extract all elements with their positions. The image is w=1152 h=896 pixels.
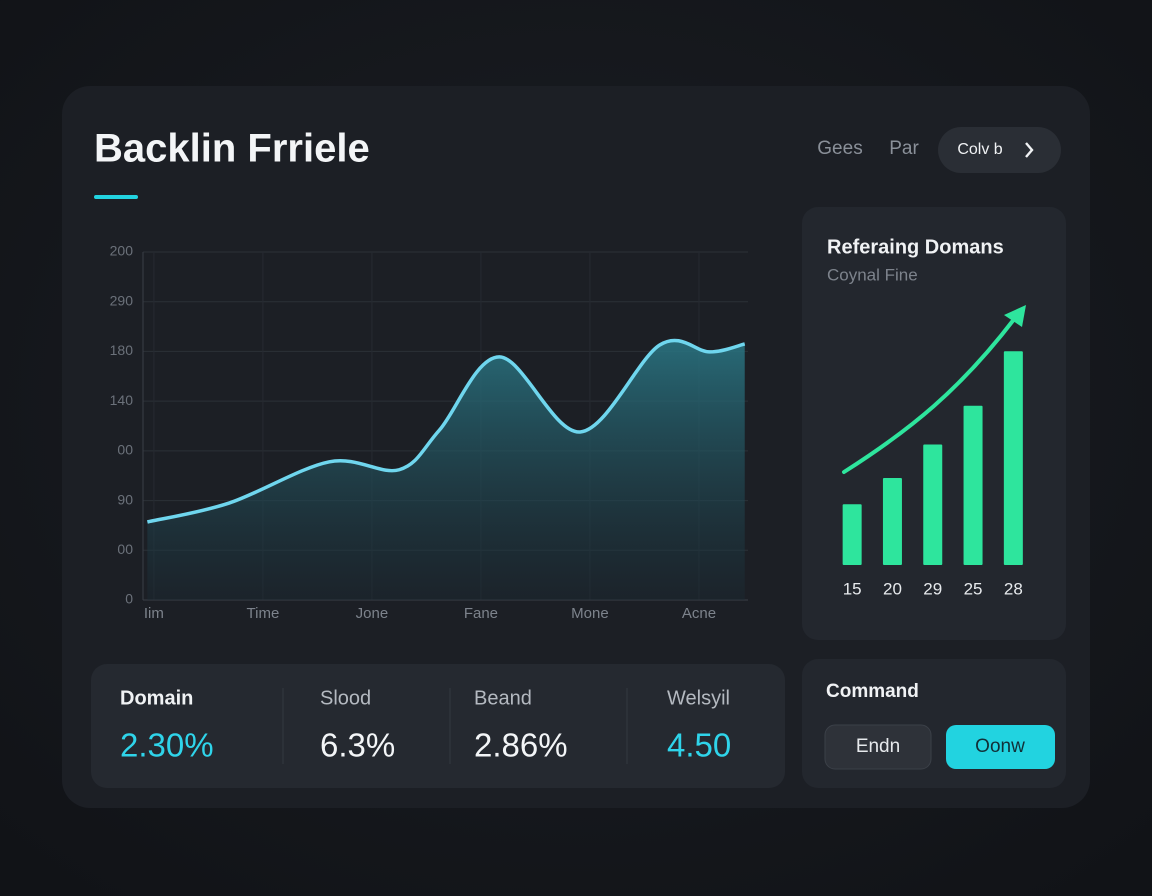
- side-card: [802, 207, 1066, 640]
- button-bg: [824, 724, 932, 770]
- stat-label: Domain: [120, 687, 193, 709]
- button-bg: [938, 127, 1061, 173]
- stat-value: 4.50: [667, 727, 731, 764]
- line: [146, 338, 746, 524]
- stat-label: Beand: [474, 687, 532, 709]
- side-chart-title: Referaing Domans: [827, 236, 1004, 258]
- title-underline: [94, 195, 138, 199]
- x-tick-label: Acne: [682, 605, 716, 622]
- bar: [842, 504, 862, 565]
- button-label: Oonw: [975, 736, 1025, 757]
- bar: [923, 444, 943, 565]
- x-tick-label: 25: [964, 579, 983, 598]
- button-label: Colv b: [957, 141, 1002, 158]
- x-tick-label: Iim: [144, 605, 164, 622]
- x-tick-label: 20: [883, 579, 902, 598]
- x-tick-label: 15: [843, 579, 862, 598]
- y-tick-label: 140: [110, 392, 134, 408]
- bar: [963, 405, 983, 565]
- stat-value: 2.86%: [474, 727, 568, 764]
- button-bg: [946, 725, 1055, 769]
- y-tick-label: 00: [117, 541, 133, 557]
- bar: [882, 478, 902, 565]
- x-tick-label: Fane: [464, 605, 498, 622]
- chevron-icon: [1025, 142, 1034, 158]
- bar: [1003, 351, 1023, 565]
- arrow-head: [1004, 305, 1026, 327]
- page-title: Backlin Frriele: [94, 127, 370, 171]
- header-button[interactable]: Colv b: [938, 127, 1061, 173]
- y-tick-label: 290: [110, 292, 134, 308]
- x-tick-label: 29: [923, 579, 942, 598]
- y-tick-label: 00: [117, 442, 133, 458]
- button-label: Endn: [856, 736, 900, 757]
- stats-card: [91, 664, 785, 788]
- stat-value: 6.3%: [320, 727, 395, 764]
- trend-arrow: [842, 316, 1017, 474]
- nav-link[interactable]: Gees: [817, 138, 862, 159]
- bar-chart: 15 20 29 25 28: [842, 351, 1023, 598]
- y-tick-label: 180: [110, 342, 134, 358]
- x-tick-label: Time: [247, 605, 280, 622]
- secondary-button[interactable]: Endn: [824, 724, 932, 770]
- x-tick-label: Jone: [356, 605, 389, 622]
- y-tick-label: 90: [117, 491, 133, 507]
- x-tick-label: Mone: [571, 605, 609, 622]
- side-chart-subtitle: Coynal Fine: [827, 265, 918, 284]
- stat-value: 2.30%: [120, 727, 214, 764]
- y-tick-label: 0: [125, 591, 133, 607]
- area-fill: [147, 340, 745, 600]
- x-tick-label: 28: [1004, 579, 1023, 598]
- stat-label: Welsyil: [667, 687, 730, 709]
- y-tick-label: 200: [110, 243, 134, 259]
- stat-label: Slood: [320, 687, 371, 709]
- nav-link[interactable]: Par: [889, 138, 919, 159]
- primary-button[interactable]: Oonw: [946, 725, 1055, 769]
- command-title: Command: [826, 681, 919, 702]
